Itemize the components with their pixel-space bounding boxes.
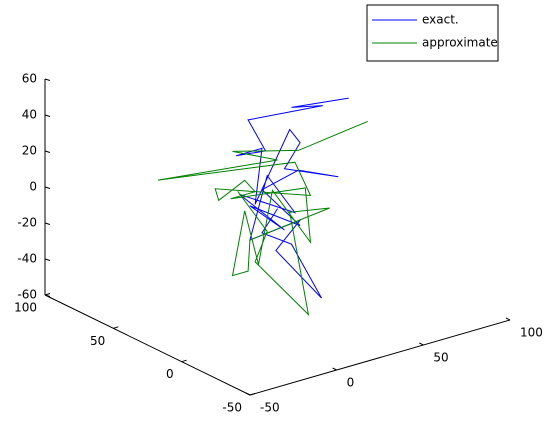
y-tick-label: 100 bbox=[14, 301, 37, 315]
x-tick-label: -50 bbox=[260, 401, 280, 415]
data-line bbox=[235, 97, 349, 299]
y-tick bbox=[181, 359, 187, 363]
z-tick-label: -20 bbox=[17, 216, 37, 230]
y-tick-label: 50 bbox=[90, 334, 105, 348]
z-tick bbox=[44, 294, 51, 297]
legend-label: exact. bbox=[422, 13, 459, 27]
x-tick bbox=[505, 317, 511, 321]
z-tick bbox=[44, 222, 51, 225]
x-axis bbox=[249, 319, 511, 396]
x-tick bbox=[245, 392, 251, 396]
y-tick-label: 0 bbox=[166, 367, 174, 381]
z-tick bbox=[44, 78, 51, 81]
data-line bbox=[157, 120, 368, 316]
legend-label: approximate bbox=[422, 36, 498, 50]
z-tick bbox=[44, 150, 51, 153]
x-tick-label: 100 bbox=[520, 326, 543, 340]
x-tick-label: 50 bbox=[433, 351, 448, 365]
z-tick-label: 20 bbox=[22, 144, 37, 158]
z-tick bbox=[44, 114, 51, 117]
x-tick-label: 0 bbox=[347, 376, 355, 390]
z-tick bbox=[44, 186, 51, 189]
z-tick-label: 60 bbox=[22, 72, 37, 86]
x-tick bbox=[419, 342, 424, 346]
y-tick-label: -50 bbox=[222, 401, 242, 415]
y-tick bbox=[113, 326, 119, 329]
y-axis bbox=[44, 294, 251, 396]
x-tick bbox=[332, 367, 337, 371]
z-tick-label: 0 bbox=[29, 180, 37, 194]
z-tick bbox=[44, 258, 51, 261]
z-tick-label: -60 bbox=[17, 288, 37, 302]
z-tick-label: -40 bbox=[17, 252, 37, 266]
legend-box bbox=[366, 4, 499, 62]
y-tick bbox=[249, 393, 256, 396]
z-tick-label: 40 bbox=[22, 108, 37, 122]
